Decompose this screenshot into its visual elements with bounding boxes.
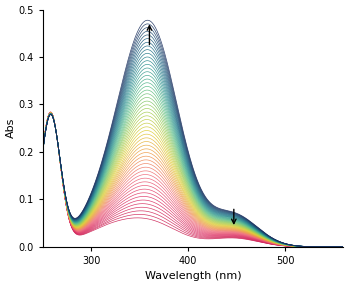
Y-axis label: Abs: Abs	[6, 118, 16, 138]
X-axis label: Wavelength (nm): Wavelength (nm)	[145, 272, 242, 282]
